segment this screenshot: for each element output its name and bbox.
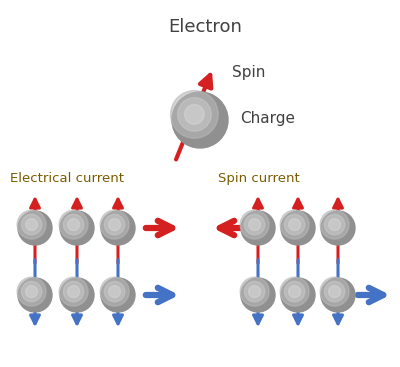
Circle shape: [320, 277, 349, 306]
Circle shape: [100, 277, 129, 306]
Circle shape: [320, 210, 349, 239]
Circle shape: [280, 210, 309, 239]
Circle shape: [60, 211, 94, 245]
Circle shape: [100, 210, 129, 239]
Circle shape: [59, 210, 88, 239]
Text: Spin: Spin: [232, 65, 265, 80]
Circle shape: [249, 286, 260, 298]
Circle shape: [329, 219, 340, 230]
Circle shape: [17, 210, 46, 239]
Circle shape: [63, 214, 84, 235]
Text: Electrical current: Electrical current: [10, 172, 124, 185]
Circle shape: [18, 211, 52, 245]
Circle shape: [59, 277, 88, 306]
Circle shape: [240, 210, 269, 239]
Text: Spin current: Spin current: [218, 172, 300, 185]
Circle shape: [109, 219, 120, 230]
Circle shape: [104, 214, 125, 235]
Circle shape: [244, 281, 265, 302]
Circle shape: [63, 281, 84, 302]
Circle shape: [284, 214, 305, 235]
Circle shape: [26, 286, 38, 298]
Circle shape: [68, 286, 80, 298]
Circle shape: [289, 286, 300, 298]
Text: Charge: Charge: [240, 110, 295, 126]
Circle shape: [249, 219, 260, 230]
Circle shape: [170, 91, 218, 138]
Circle shape: [244, 214, 265, 235]
Circle shape: [241, 211, 275, 245]
Circle shape: [17, 277, 46, 306]
Circle shape: [321, 278, 355, 312]
Circle shape: [284, 281, 305, 302]
Circle shape: [321, 211, 355, 245]
Circle shape: [324, 214, 345, 235]
Circle shape: [22, 281, 42, 302]
Circle shape: [60, 278, 94, 312]
Circle shape: [240, 277, 269, 306]
Circle shape: [241, 278, 275, 312]
Circle shape: [101, 211, 135, 245]
Circle shape: [18, 278, 52, 312]
Circle shape: [22, 214, 42, 235]
Circle shape: [101, 278, 135, 312]
Circle shape: [26, 219, 38, 230]
Circle shape: [104, 281, 125, 302]
Circle shape: [185, 105, 204, 124]
Circle shape: [68, 219, 80, 230]
Circle shape: [178, 98, 211, 131]
Circle shape: [324, 281, 345, 302]
Circle shape: [329, 286, 340, 298]
Circle shape: [109, 286, 120, 298]
Circle shape: [280, 277, 309, 306]
Circle shape: [281, 278, 315, 312]
Text: Electron: Electron: [168, 18, 242, 36]
Circle shape: [289, 219, 300, 230]
Circle shape: [172, 92, 228, 148]
Circle shape: [281, 211, 315, 245]
